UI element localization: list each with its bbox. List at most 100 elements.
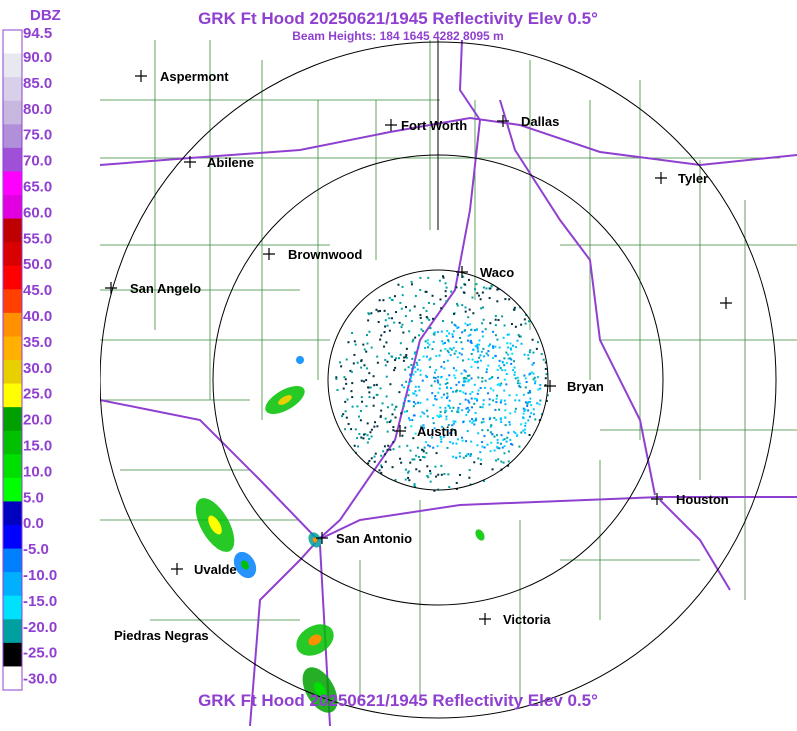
echo-pixel [524,431,527,434]
echo-pixel [409,373,412,376]
echo-pixel [513,430,516,433]
echo-pixel [394,366,397,369]
echo-pixel [479,451,482,454]
scale-label: 80.0 [23,101,52,118]
echo-pixel [501,446,504,449]
echo-pixel [374,452,377,455]
scale-label: 10.0 [23,463,52,480]
scale-label: 60.0 [23,204,52,221]
echo-pixel [399,342,402,345]
echo-pixel [411,357,414,360]
city-marker [263,248,275,260]
echo-pixel [449,387,452,390]
echo-pixel [407,471,410,474]
echo-pixel [447,405,450,408]
echo-pixel [335,377,338,380]
echo-pixel [476,398,479,401]
echo-pixel [530,404,533,407]
echo-pixel [514,377,517,380]
echo-pixel [440,473,443,476]
echo-pixel [433,331,436,334]
echo-pixel [383,453,386,456]
echo-pixel [500,434,503,437]
echo-pixel [394,416,397,419]
echo-pixel [370,457,373,460]
echo-pixel [393,321,396,324]
echo-pixel [388,420,391,423]
echo-pixel [418,389,421,392]
echo-pixel [431,348,434,351]
echo-pixel [388,317,391,320]
echo-pixel [477,432,480,435]
echo-pixel [444,295,447,298]
echo-pixel [454,431,457,434]
echo-pixel [439,415,442,418]
echo-pixel [398,391,401,394]
echo-pixel [487,354,490,357]
echo-pixel [367,319,370,322]
echo-pixel [503,445,506,448]
echo-pixel [482,418,485,421]
echo-pixel [469,453,472,456]
echo-pixel [484,386,487,389]
echo-pixel [360,366,363,369]
echo-pixel [432,422,435,425]
echo-pixel [451,428,454,431]
echo-pixel [505,351,508,354]
echo-pixel [464,392,467,395]
echo-pixel [475,418,478,421]
echo-pixel [526,402,529,405]
echo-pixel [363,364,366,367]
echo-pixel [362,343,365,346]
echo-pixel [404,468,407,471]
echo-pixel [499,384,502,387]
echo-pixel [440,330,443,333]
echo-pixel [440,365,443,368]
echo-pixel [344,428,347,431]
echo-pixel [463,291,466,294]
echo-pixel [492,347,495,350]
echo-pixel [468,469,471,472]
echo-pixel [495,401,498,404]
echo-pixel [373,460,376,463]
echo-pixel [416,368,419,371]
echo-pixel [422,424,425,427]
echo-pixel [520,423,523,426]
echo-pixel [487,364,490,367]
echo-pixel [489,343,492,346]
echo-pixel [422,450,425,453]
echo-pixel [386,313,389,316]
echo-pixel [468,409,471,412]
echo-pixel [505,373,508,376]
echo-pixel [433,489,436,492]
scale-band [3,336,22,361]
echo-pixel [470,328,473,331]
echo-pixel [508,394,511,397]
echo-pixel [473,383,476,386]
echo-pixel [532,351,535,354]
echo-pixel [431,417,434,420]
echo-pixel [347,422,350,425]
echo-pixel [514,399,517,402]
scale-band [3,124,22,149]
echo-pixel [499,418,502,421]
echo-pixel [460,353,463,356]
echo-pixel [484,379,487,382]
scale-band [3,642,22,667]
echo-pixel [424,374,427,377]
echo-pixel [379,416,382,419]
echo-pixel [444,282,447,285]
scale-band [3,666,22,691]
echo-pixel [453,352,456,355]
echo-pixel [469,392,472,395]
echo-pixel [476,366,479,369]
echo-pixel [397,283,400,286]
echo-pixel [479,387,482,390]
echo-pixel [466,324,469,327]
scale-band [3,30,22,55]
scale-band [3,454,22,479]
echo-pixel [401,434,404,437]
echo-pixel [376,425,379,428]
echo-pixel [508,298,511,301]
